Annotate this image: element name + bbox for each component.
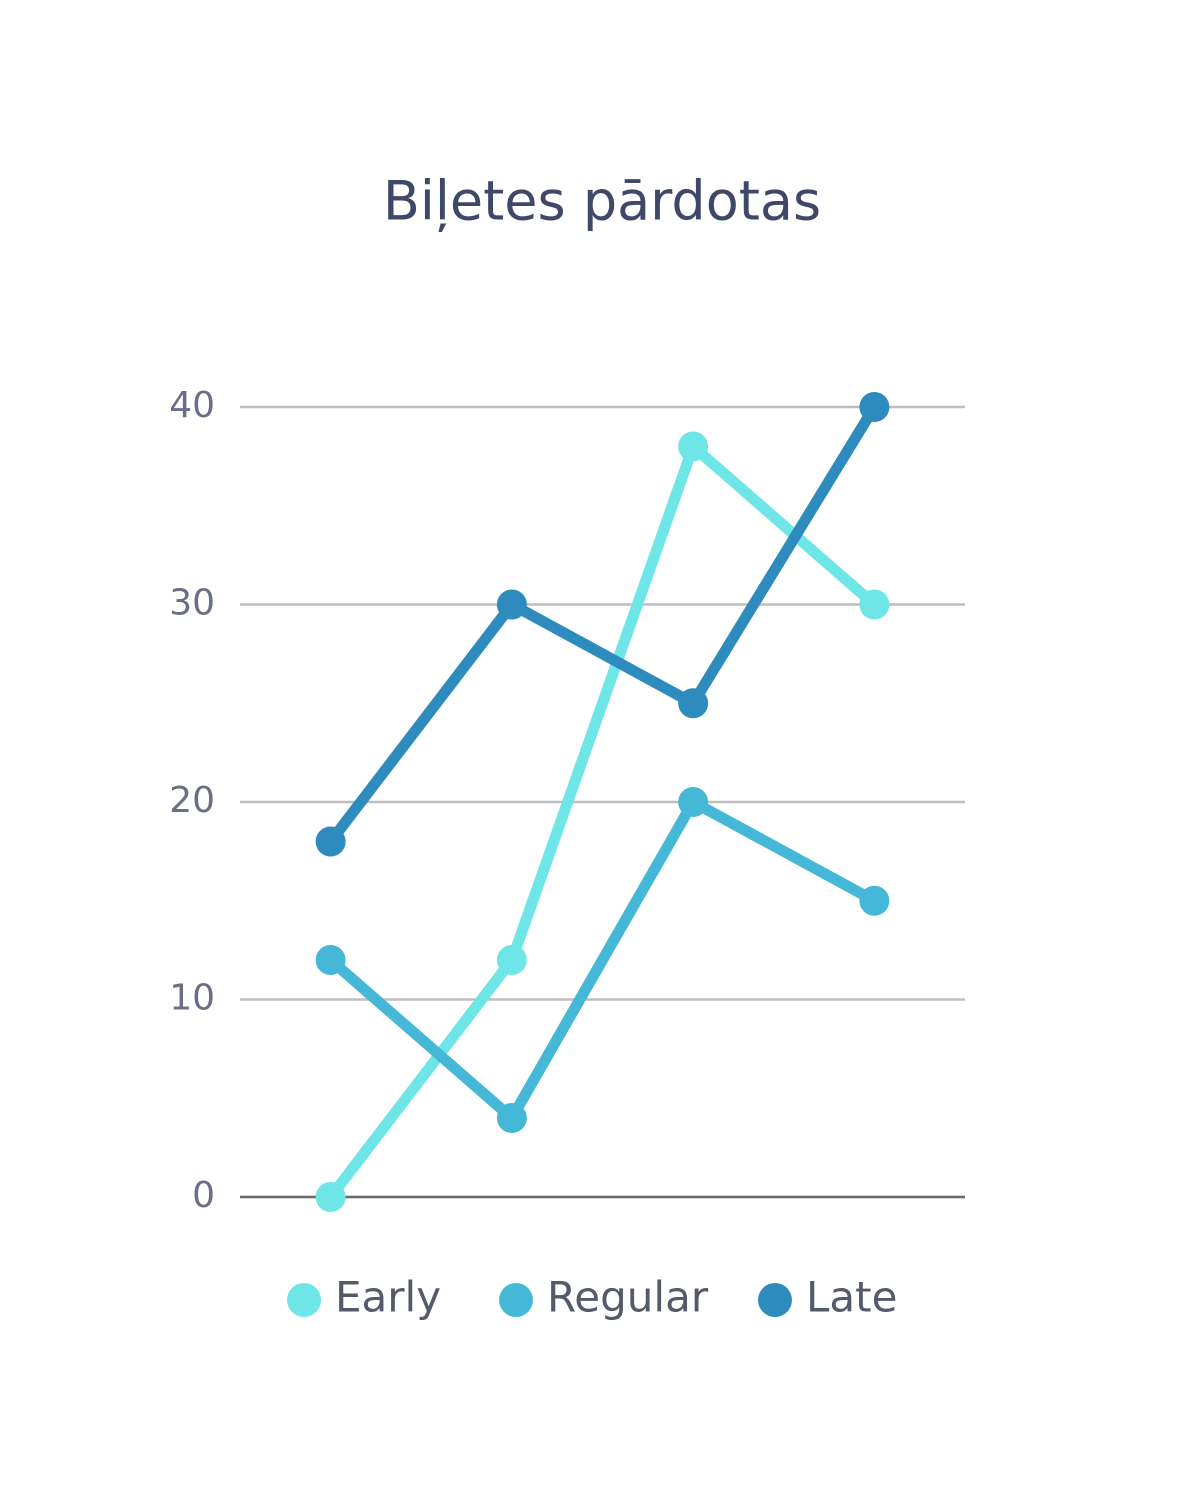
data-point	[678, 787, 709, 817]
data-point	[859, 392, 890, 422]
legend-label: Late	[806, 1273, 897, 1322]
data-point	[496, 589, 527, 620]
series-line	[327, 796, 878, 1124]
data-point	[678, 431, 709, 462]
y-tick-label: 0	[192, 1175, 215, 1216]
data-point	[678, 688, 709, 719]
data-point	[859, 589, 890, 620]
data-point	[315, 826, 346, 857]
legend-marker	[287, 1283, 321, 1317]
y-tick-label: 30	[169, 583, 215, 624]
data-point	[315, 1182, 346, 1212]
legend-label: Early	[335, 1273, 441, 1322]
legend-label: Regular	[547, 1273, 709, 1322]
y-tick-label: 10	[169, 978, 215, 1019]
data-point	[496, 945, 527, 975]
data-point	[315, 945, 346, 975]
y-tick-label: 40	[169, 385, 215, 426]
y-tick-label: 20	[169, 780, 215, 821]
chart-title: Biļetes pārdotas	[383, 170, 821, 233]
data-point	[859, 885, 890, 916]
series-line	[326, 404, 880, 845]
legend-marker	[499, 1283, 533, 1317]
legend-marker	[758, 1283, 792, 1317]
series-line	[326, 441, 878, 1201]
data-point	[496, 1103, 527, 1133]
